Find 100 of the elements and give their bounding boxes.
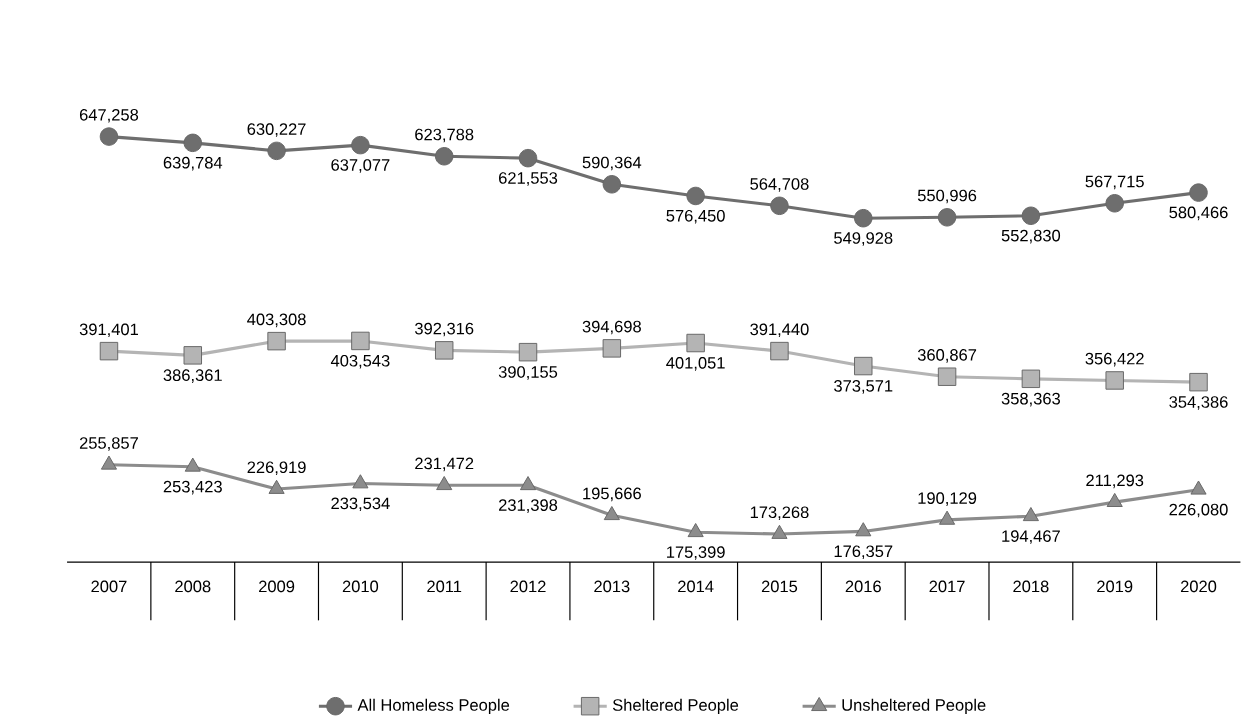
legend-label: All Homeless People: [357, 698, 510, 714]
data-label: 391,440: [750, 323, 809, 337]
point: [99, 341, 119, 361]
point: [1189, 372, 1208, 392]
data-label: 176,357: [834, 545, 893, 559]
point: [183, 133, 203, 152]
data-label: 637,077: [331, 158, 390, 173]
point: [770, 196, 789, 215]
point: [937, 367, 957, 386]
data-label: 373,571: [834, 379, 893, 394]
point: [1105, 371, 1124, 390]
data-label: 647,258: [79, 108, 139, 123]
data-label: 211,293: [1086, 474, 1144, 488]
data-label: 550,996: [917, 189, 977, 204]
data-label: 231,472: [415, 457, 474, 472]
point: [1105, 193, 1124, 213]
point: [687, 522, 704, 537]
point: [518, 148, 538, 168]
point: [267, 141, 286, 160]
x-tick-label: 2012: [510, 580, 546, 593]
data-label: 580,466: [1169, 206, 1228, 221]
data-label: 549,928: [834, 232, 893, 246]
data-label: 403,543: [330, 354, 390, 369]
point: [436, 475, 453, 490]
data-label: 226,919: [247, 461, 306, 475]
data-label: 354,386: [1169, 395, 1228, 410]
point: [602, 174, 622, 194]
point: [854, 356, 873, 376]
data-label: 630,227: [247, 123, 306, 137]
data-label: 195,666: [583, 487, 641, 502]
x-tick-label: 2017: [929, 580, 965, 593]
point: [1022, 506, 1039, 521]
point: [268, 479, 285, 494]
data-label: 401,051: [666, 356, 725, 371]
data-label: 552,830: [1001, 229, 1061, 244]
data-label: 194,467: [1002, 530, 1060, 544]
data-label: 621,553: [499, 171, 558, 186]
x-tick-label: 2019: [1097, 580, 1133, 593]
legend-label: Sheltered People: [612, 698, 739, 714]
data-label: 173,268: [750, 506, 809, 520]
point: [603, 505, 620, 520]
data-label: 403,308: [247, 313, 306, 327]
data-label: 175,399: [667, 546, 725, 560]
data-label: 567,715: [1085, 175, 1144, 190]
data-label: 623,788: [415, 128, 474, 143]
data-label: 590,364: [582, 156, 642, 171]
x-tick-label: 2007: [91, 580, 127, 593]
point: [100, 455, 118, 470]
data-label: 255,857: [79, 436, 138, 451]
data-label: 356,422: [1085, 352, 1144, 367]
data-label: 639,784: [163, 156, 223, 171]
data-label: 226,080: [1169, 503, 1228, 518]
point: [602, 338, 622, 358]
point: [352, 474, 369, 489]
point: [351, 135, 370, 155]
data-label: 190,129: [918, 492, 977, 506]
point: [184, 457, 201, 472]
x-tick-label: 2014: [678, 580, 714, 593]
data-label: 386,361: [163, 369, 222, 383]
point: [771, 524, 788, 539]
point: [99, 127, 119, 146]
x-tick-label: 2010: [342, 580, 379, 593]
data-label: 358,363: [1001, 392, 1061, 407]
point: [937, 207, 957, 227]
point: [939, 510, 956, 525]
data-label: 564,708: [750, 178, 809, 192]
point: [351, 331, 370, 350]
data-label: 360,867: [917, 348, 977, 363]
x-tick-label: 2016: [845, 580, 881, 593]
point: [770, 341, 789, 361]
x-tick-label: 2013: [594, 580, 630, 593]
x-tick-label: 2020: [1180, 580, 1217, 593]
point: [1190, 480, 1207, 495]
point: [1189, 183, 1208, 202]
point: [1021, 206, 1041, 225]
data-label: 253,423: [163, 480, 222, 495]
data-label: 391,401: [79, 323, 138, 337]
x-tick-label: 2015: [761, 580, 798, 593]
point: [686, 333, 705, 353]
x-tick-label: 2018: [1013, 580, 1049, 593]
point: [518, 342, 538, 362]
point: [686, 186, 705, 206]
data-label: 392,316: [415, 322, 474, 337]
x-tick-label: 2009: [259, 580, 295, 593]
data-label: 576,450: [666, 209, 725, 224]
data-label: 390,155: [498, 365, 558, 380]
data-label: 231,398: [499, 499, 558, 513]
point: [434, 146, 454, 166]
point: [434, 340, 454, 360]
point: [854, 208, 873, 228]
x-tick-label: 2011: [427, 580, 462, 593]
data-label: 394,698: [582, 320, 641, 335]
point: [1021, 369, 1041, 388]
point: [1106, 492, 1123, 507]
data-label: 233,534: [331, 497, 390, 511]
x-tick-label: 2008: [175, 580, 211, 593]
point: [855, 522, 872, 537]
point: [183, 345, 203, 365]
point: [267, 331, 286, 351]
point: [519, 475, 537, 490]
